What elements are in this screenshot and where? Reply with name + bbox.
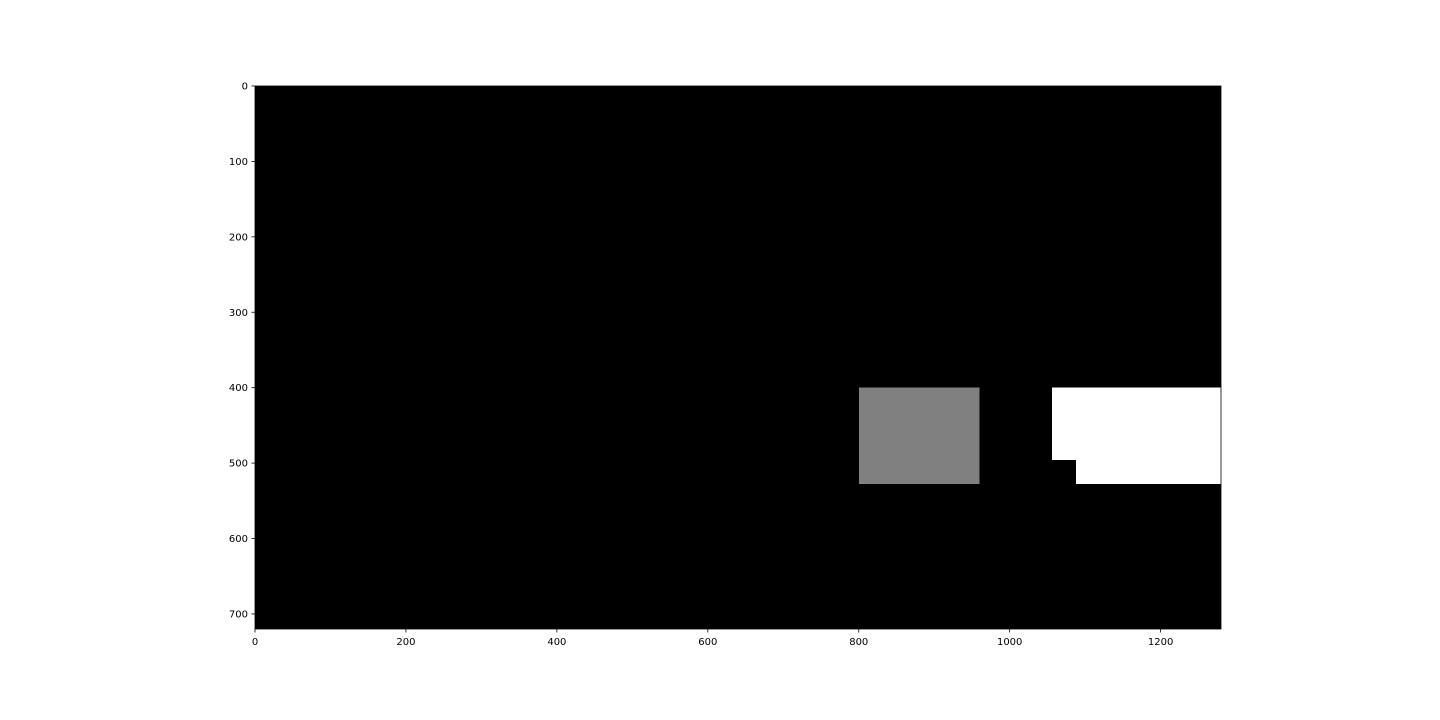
heatmap-region-2 [1076,460,1221,485]
x-tick-label: 0 [252,637,258,648]
heatmap-region-0 [858,387,980,485]
image-background [255,86,1221,629]
x-tick-label: 1000 [997,637,1022,648]
x-tick-label: 600 [698,637,717,648]
y-tick-label: 700 [229,609,248,620]
y-tick-label: 200 [229,232,248,243]
y-tick-label: 500 [229,459,248,470]
y-tick-label: 400 [229,383,248,394]
heatmap-region-1 [1051,387,1221,461]
y-tick-label: 300 [229,308,248,319]
x-tick-label: 400 [547,637,566,648]
y-axis: 0 100 200 300 400 500 600 700 [229,82,255,620]
plot-area [254,85,1222,630]
y-tick-label: 600 [229,534,248,545]
x-tick-label: 200 [396,637,415,648]
x-tick-label: 800 [849,637,868,648]
y-tick-label: 0 [242,82,248,93]
x-axis: 0 200 400 600 800 1000 1200 [252,629,1173,648]
x-tick-label: 1200 [1148,637,1173,648]
axes-frame [254,85,1222,630]
y-tick-label: 100 [229,157,248,168]
